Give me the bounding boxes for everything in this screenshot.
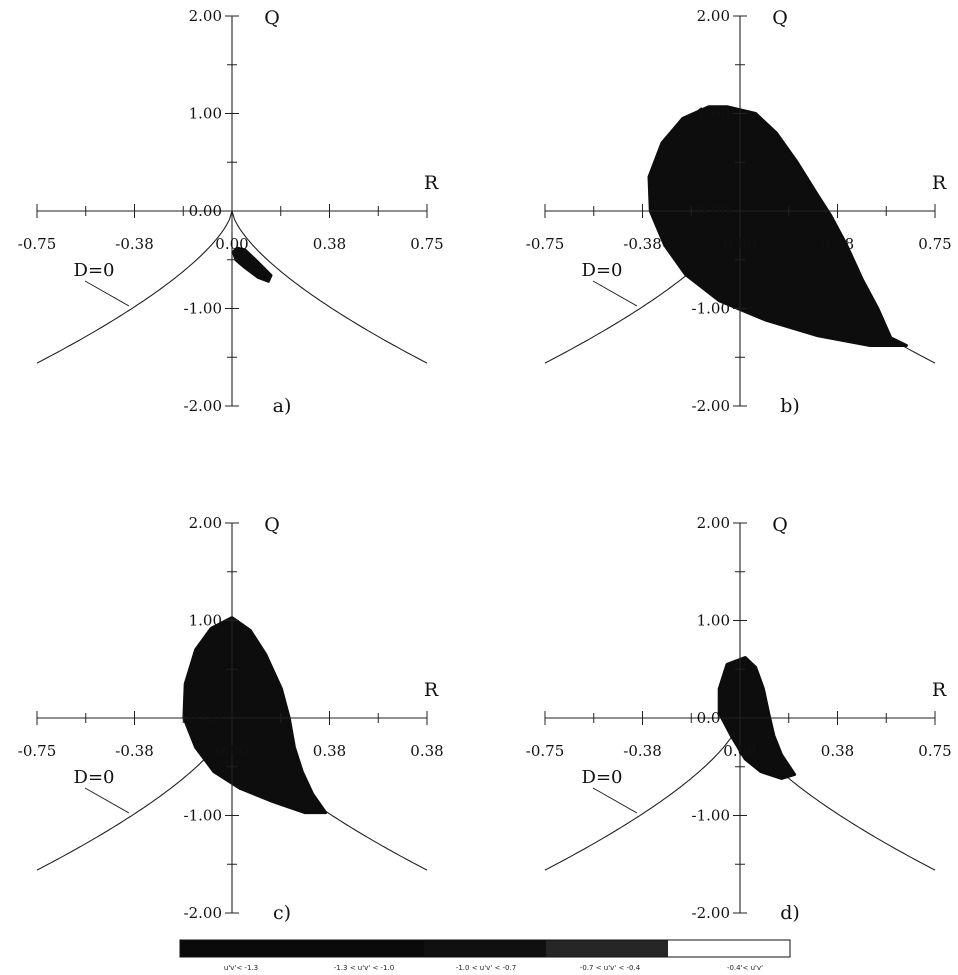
panel-label: a) [273,395,292,417]
curve-label: D=0 [74,260,115,281]
legend-frame [179,939,791,958]
y-tick-label: -2.00 [184,904,222,922]
y-axis-label: Q [772,7,788,29]
x-tick-label: -0.75 [18,235,56,253]
y-tick-label: 0.00 [697,709,730,727]
curve-label-leader [592,280,638,307]
y-axis-label: Q [772,514,788,536]
panel-label: d) [780,902,800,924]
y-axis-label: Q [264,7,280,29]
y-axis-label: Q [264,514,280,536]
curve-label-leader [592,787,638,814]
y-tick-label: 2.00 [697,7,730,25]
y-tick-label: 0.00 [189,709,222,727]
x-axis-label: R [424,172,439,194]
x-axis-label: R [932,679,947,701]
y-tick-label: -1.00 [184,300,222,318]
y-tick-label: 1.00 [697,105,730,123]
x-tick-label: 0.38 [821,742,854,760]
x-tick-label: 0.38 [821,235,854,253]
y-tick-label: -1.00 [184,807,222,825]
scatter-region [647,105,908,347]
legend-label: -1.3 < u'v' < -1.0 [334,964,394,972]
legend-label: -1.0 < u'v' < -0.7 [456,964,516,972]
y-tick-label: -1.00 [692,300,730,318]
curve-label: D=0 [582,767,623,788]
y-tick-label: -2.00 [692,904,730,922]
x-tick-label: -0.38 [115,235,153,253]
y-tick-label: -2.00 [184,397,222,415]
panel-b: -0.75 -0.38 0.00 0.38 0.75 -2.00 -1.00 0.00 1.00… [526,7,952,417]
scatter-region [182,616,328,815]
x-tick-label: -0.38 [115,742,153,760]
x-tick-label: 0.38 [410,742,443,760]
curve-label: D=0 [582,260,623,281]
y-tick-label: -1.00 [692,807,730,825]
x-tick-label: 0.38 [313,742,346,760]
y-tick-label: 2.00 [697,514,730,532]
legend-swatch [546,940,668,957]
panel-a: -0.75 -0.38 0.00 0.38 0.75 -2.00 -1.00 0.00 1.00… [18,7,444,417]
panel-c: -0.75 -0.38 0.00 0.38 0.38 -2.00 -1.00 0.00 1.00… [18,514,444,924]
y-tick-label: 0.00 [189,202,222,220]
legend-label: -0.4'< u'v' [727,964,763,972]
y-tick-label: -2.00 [692,397,730,415]
y-tick-label: 0.00 [697,202,730,220]
panel-label: b) [780,395,800,417]
y-tick-label: 2.00 [189,7,222,25]
x-axis-label: R [932,172,947,194]
y-tick-label: 1.00 [697,612,730,630]
y-tick-label: 2.00 [189,514,222,532]
x-tick-label: -0.38 [623,742,661,760]
x-tick-label: 0.75 [918,235,951,253]
curve-label-leader [84,280,130,307]
legend-label: u'v'< -1.3 [224,964,258,972]
panel-d: -0.75 -0.38 0.00 0.38 0.75 -2.00 -1.00 0.00 1.00… [526,514,952,924]
panel-label: c) [273,902,291,924]
y-tick-label: 1.00 [189,105,222,123]
x-tick-label: -0.75 [18,742,56,760]
legend-swatch [302,940,424,957]
scatter-region [231,246,273,283]
x-tick-label: -0.75 [526,235,564,253]
x-tick-label: 0.00 [215,235,248,253]
curve-label-leader [84,787,130,814]
x-tick-label: 0.75 [918,742,951,760]
x-tick-label: 0.00 [215,742,248,760]
curve-label: D=0 [74,767,115,788]
legend-swatch [424,940,546,957]
x-tick-label: 0.00 [723,742,756,760]
x-tick-label: -0.38 [623,235,661,253]
x-tick-label: 0.75 [410,235,443,253]
y-tick-label: 1.00 [189,612,222,630]
x-tick-label: 0.00 [723,235,756,253]
legend-swatch [668,940,790,957]
legend-swatch [180,940,302,957]
legend: u'v'< -1.3 -1.3 < u'v' < -1.0 -1.0 < u'v' … [179,939,791,972]
x-tick-label: 0.38 [313,235,346,253]
legend-label: -0.7 < u'v' < -0.4 [580,964,641,972]
x-axis-label: R [424,679,439,701]
x-tick-label: -0.75 [526,742,564,760]
